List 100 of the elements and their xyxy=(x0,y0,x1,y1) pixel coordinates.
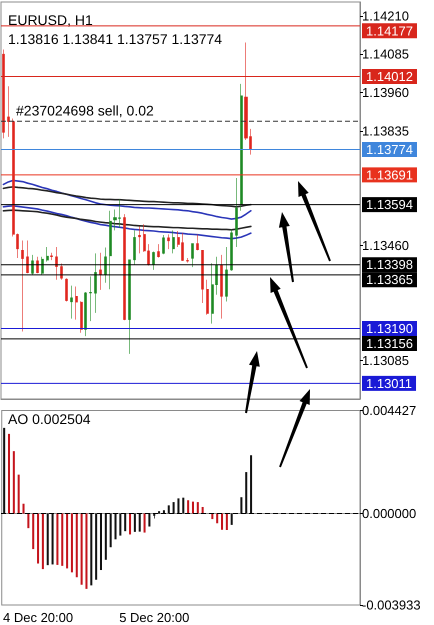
y-tick-label: 0.004427 xyxy=(362,403,416,418)
candlestick xyxy=(50,252,53,260)
bar xyxy=(245,472,248,514)
bar xyxy=(110,513,112,548)
line-series xyxy=(2,209,252,231)
bar xyxy=(12,451,15,514)
bar xyxy=(119,513,122,536)
bar xyxy=(37,513,40,564)
candlestick xyxy=(55,246,58,280)
y-tick-label: 1.13085 xyxy=(362,353,409,368)
ref-line-label: 1.13691 xyxy=(366,167,413,182)
bar xyxy=(230,513,233,525)
bar xyxy=(221,513,224,530)
bar xyxy=(172,502,175,514)
y-tick-label: -0.003933 xyxy=(362,598,421,612)
bar xyxy=(134,513,136,532)
y-tick-label: 1.13960 xyxy=(362,84,409,100)
candlestick xyxy=(89,276,92,322)
candlestick xyxy=(94,253,97,314)
bar xyxy=(66,513,68,568)
candlestick xyxy=(65,278,68,302)
bar xyxy=(114,513,117,540)
bar xyxy=(202,506,204,514)
ref-line-label: 1.13594 xyxy=(366,197,413,212)
candlestick xyxy=(36,256,39,274)
chart-title: AO 0.002504 xyxy=(8,411,91,427)
bar xyxy=(177,498,180,514)
bar xyxy=(182,498,184,514)
line-series xyxy=(2,180,252,220)
candlestick xyxy=(104,247,107,284)
candlestick xyxy=(41,256,44,276)
ref-line-label: 1.13365 xyxy=(366,272,413,288)
candlestick xyxy=(152,251,155,270)
candlestick xyxy=(230,229,233,272)
candlestick xyxy=(201,250,204,304)
bar xyxy=(18,474,20,514)
bar xyxy=(70,513,73,572)
candlestick xyxy=(240,84,243,212)
y-tick-label: 1.14085 xyxy=(362,46,409,62)
candlestick xyxy=(26,240,29,274)
bar xyxy=(32,513,34,550)
y-tick-label: 1.13835 xyxy=(362,123,409,138)
line-series xyxy=(2,186,252,208)
bar xyxy=(100,513,102,570)
ref-line-label: 1.13774 xyxy=(366,142,413,157)
candlestick xyxy=(75,286,78,320)
ref-line-label: 1.13190 xyxy=(366,320,413,336)
ref-line-label: 1.13011 xyxy=(366,376,412,391)
bar xyxy=(148,513,150,527)
x-tick-label: 5 Dec 20:00 xyxy=(119,610,190,625)
bar xyxy=(168,505,170,514)
line-series xyxy=(2,205,252,240)
bar xyxy=(95,513,98,580)
bar xyxy=(240,497,242,514)
candlestick xyxy=(167,234,170,250)
candlestick xyxy=(99,252,102,290)
bar xyxy=(124,513,126,532)
candlestick xyxy=(220,254,223,319)
x-tick-label: 4 Dec 20:00 xyxy=(2,610,74,625)
bar xyxy=(27,513,30,528)
bar xyxy=(90,513,92,586)
candlestick xyxy=(138,226,141,254)
candlestick xyxy=(133,230,136,266)
bar xyxy=(250,455,252,514)
bar xyxy=(22,504,25,514)
candlestick xyxy=(196,234,199,251)
candlestick xyxy=(225,246,228,302)
candlestick xyxy=(21,240,24,332)
bar xyxy=(226,513,228,530)
candlestick xyxy=(31,254,34,276)
candlestick xyxy=(191,243,194,268)
candlestick xyxy=(235,178,238,248)
bar xyxy=(196,502,199,514)
bar xyxy=(80,513,83,585)
bar xyxy=(144,513,146,533)
bar xyxy=(42,513,44,570)
candlestick xyxy=(7,86,10,138)
bar xyxy=(216,513,218,524)
candlestick xyxy=(162,234,165,255)
bar xyxy=(138,513,141,532)
bar xyxy=(46,513,49,566)
bar xyxy=(76,513,78,578)
candlestick xyxy=(70,285,73,319)
bar xyxy=(192,502,194,514)
bar xyxy=(8,434,10,514)
candlestick xyxy=(128,260,131,354)
y-tick-label: 1.13460 xyxy=(362,238,409,254)
text: EURUSD, H1 xyxy=(8,12,94,28)
candlestick xyxy=(157,244,160,258)
bar xyxy=(61,513,64,566)
ref-line-label: 1.14177 xyxy=(366,23,413,38)
ref-line-label: 1.14012 xyxy=(366,68,413,84)
candlestick xyxy=(80,300,83,334)
candlestick xyxy=(60,263,63,280)
bar xyxy=(3,428,6,514)
candlestick xyxy=(206,279,209,315)
text: 1.13816 1.13841 1.13757 1.13774 xyxy=(8,31,222,47)
ref-line-label: 1.13398 xyxy=(366,257,413,272)
candlestick xyxy=(46,246,49,262)
ref-line-label: #237024698 sell, 0.02 xyxy=(16,102,154,118)
